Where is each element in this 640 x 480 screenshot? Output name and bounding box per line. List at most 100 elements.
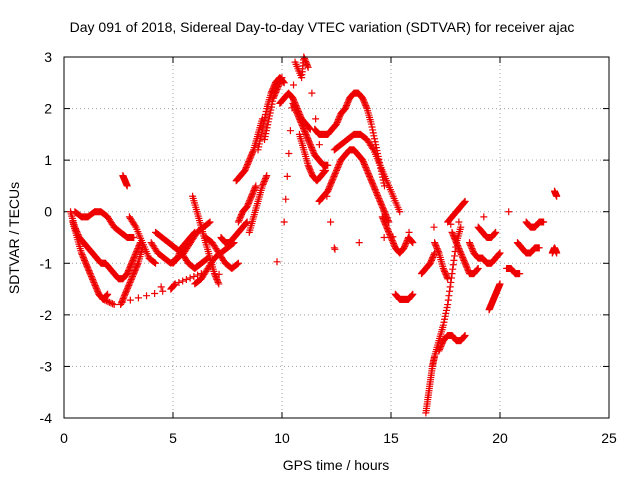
data-point-marker xyxy=(242,165,250,173)
data-point-marker xyxy=(365,171,373,179)
data-point-marker xyxy=(369,180,377,188)
data-point-marker xyxy=(480,213,488,221)
data-point-marker xyxy=(262,130,270,138)
data-point-marker xyxy=(389,239,397,247)
data-point-marker xyxy=(427,258,435,266)
data-point-marker xyxy=(212,274,220,282)
data-point-marker xyxy=(368,178,376,186)
data-point-marker xyxy=(90,278,98,286)
data-point-marker xyxy=(460,258,468,266)
data-point-marker xyxy=(175,278,183,286)
data-point-marker xyxy=(257,134,265,142)
data-point-marker xyxy=(103,291,111,299)
data-point-marker xyxy=(303,132,311,140)
data-point-marker xyxy=(454,243,462,251)
data-point-marker xyxy=(246,195,254,203)
data-point-marker xyxy=(384,226,392,234)
data-point-marker xyxy=(290,101,298,109)
data-point-marker xyxy=(297,119,305,127)
data-point-marker xyxy=(134,243,142,251)
data-point-marker xyxy=(243,161,251,169)
data-point-marker xyxy=(299,124,307,132)
data-point-marker xyxy=(462,261,470,269)
data-point-marker xyxy=(123,182,131,190)
data-point-marker xyxy=(258,125,266,133)
data-point-marker xyxy=(91,280,99,288)
data-point-marker xyxy=(320,168,328,176)
data-point-marker xyxy=(82,259,90,267)
data-point-marker xyxy=(378,213,386,221)
data-point-marker xyxy=(540,218,548,226)
data-point-marker xyxy=(79,253,87,261)
data-point-marker xyxy=(175,250,183,258)
data-point-marker xyxy=(381,220,389,228)
data-point-marker xyxy=(102,297,110,305)
x-tick-label: 0 xyxy=(60,430,68,446)
data-point-marker xyxy=(333,166,340,174)
data-point-marker xyxy=(131,267,139,275)
data-point-marker xyxy=(371,186,379,194)
data-point-marker xyxy=(286,127,294,135)
data-point-marker xyxy=(81,256,89,264)
data-point-marker xyxy=(447,278,455,286)
data-point-marker xyxy=(381,219,389,227)
data-point-marker xyxy=(257,131,265,139)
data-point-marker xyxy=(460,256,468,264)
data-point-marker xyxy=(325,184,333,192)
data-point-marker xyxy=(400,244,408,252)
data-point-marker xyxy=(441,312,449,320)
data-point-marker xyxy=(436,345,444,353)
data-point-marker xyxy=(431,240,439,248)
data-point-marker xyxy=(496,249,504,257)
data-point-marker xyxy=(215,280,223,288)
data-point-marker xyxy=(367,175,375,183)
data-point-marker xyxy=(335,161,343,169)
data-point-marker xyxy=(442,270,450,278)
data-point-marker xyxy=(128,258,136,266)
data-point-marker xyxy=(380,182,388,190)
data-point-marker xyxy=(255,143,263,151)
data-point-marker xyxy=(495,250,503,258)
data-point-marker xyxy=(262,127,270,135)
x-tick-label: 20 xyxy=(492,430,508,446)
data-point-marker xyxy=(444,301,452,309)
y-tick-label: -1 xyxy=(40,255,53,271)
data-point-marker xyxy=(249,188,257,196)
data-point-marker xyxy=(254,146,262,154)
data-point-marker xyxy=(324,161,332,169)
data-point-marker xyxy=(301,129,309,137)
data-point-marker xyxy=(173,254,181,262)
data-point-marker xyxy=(369,181,377,189)
series-arc-aj xyxy=(503,264,524,278)
data-point-marker xyxy=(126,296,134,304)
data-point-marker xyxy=(379,205,387,213)
data-point-marker xyxy=(456,247,464,255)
data-point-marker xyxy=(120,292,128,300)
data-point-marker xyxy=(124,268,132,276)
data-point-marker xyxy=(247,153,255,161)
data-point-marker xyxy=(380,217,388,225)
data-point-marker xyxy=(306,141,314,149)
data-point-marker xyxy=(129,255,137,263)
data-point-marker xyxy=(440,266,448,274)
data-point-marker xyxy=(390,241,398,249)
data-point-marker xyxy=(409,239,417,247)
data-point-marker xyxy=(94,287,102,295)
data-point-marker xyxy=(442,272,450,280)
series-arc-ak xyxy=(513,239,543,257)
data-point-marker xyxy=(442,309,450,317)
data-point-marker xyxy=(285,150,293,158)
data-point-marker xyxy=(535,244,543,252)
data-point-marker xyxy=(450,256,458,264)
data-point-marker xyxy=(237,212,245,220)
data-point-marker xyxy=(379,203,387,211)
data-point-marker xyxy=(241,166,249,174)
data-point-marker xyxy=(289,99,297,107)
data-point-marker xyxy=(234,259,242,267)
data-point-marker xyxy=(260,178,268,186)
data-point-marker xyxy=(451,234,459,242)
data-point-marker xyxy=(125,265,133,273)
data-point-marker xyxy=(243,218,251,226)
data-point-marker xyxy=(455,245,463,253)
series-arc-t xyxy=(289,99,332,169)
